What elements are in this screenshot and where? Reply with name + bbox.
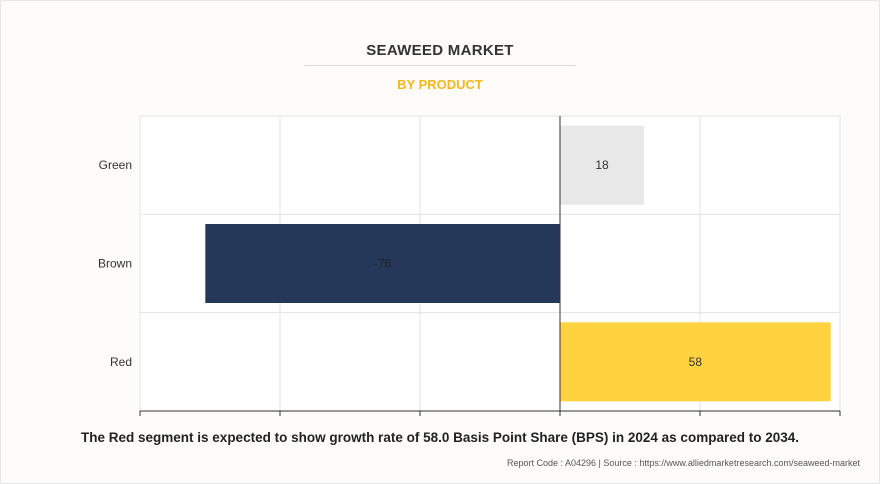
category-label-brown: Brown xyxy=(98,257,132,271)
bar-red xyxy=(560,322,831,402)
data-label-red: 58 xyxy=(689,355,703,369)
category-label-green: Green xyxy=(99,158,132,172)
source-note: Report Code : A04296 | Source : https://… xyxy=(506,458,860,468)
category-label-red: Red xyxy=(110,355,132,369)
bar-green xyxy=(560,125,644,205)
chart-subtitle: BY PRODUCT xyxy=(397,77,483,92)
bar-brown xyxy=(205,224,561,303)
chart-caption: The Red segment is expected to show grow… xyxy=(81,430,799,445)
data-label-green: 18 xyxy=(595,158,609,172)
chart-title: SEAWEED MARKET xyxy=(366,42,514,59)
title-divider xyxy=(305,65,575,66)
data-label-brown: -76 xyxy=(374,257,392,271)
